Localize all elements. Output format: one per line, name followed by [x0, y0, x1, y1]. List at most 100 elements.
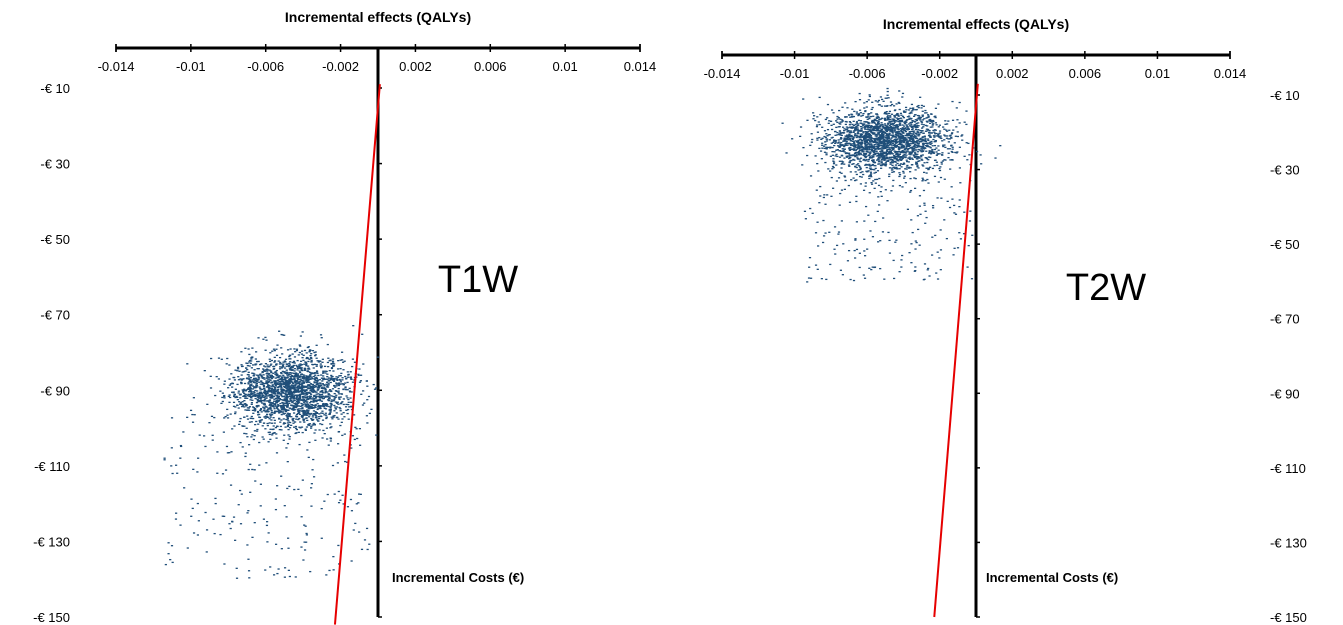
data-point — [890, 137, 893, 139]
data-point — [900, 133, 903, 136]
data-point — [292, 420, 295, 422]
data-point — [319, 334, 323, 336]
data-point — [266, 416, 269, 418]
data-point — [164, 563, 167, 566]
data-point — [258, 386, 261, 388]
data-point — [870, 148, 873, 150]
data-point — [295, 376, 298, 378]
data-point — [243, 370, 246, 373]
data-point — [270, 401, 273, 404]
data-point — [864, 121, 867, 123]
data-point — [254, 386, 257, 388]
data-point — [197, 457, 200, 459]
data-point — [269, 566, 272, 568]
data-point — [342, 369, 345, 371]
data-point — [814, 119, 817, 122]
panel-t1w: Incremental effects (QALYs)-0.014 -0.01 -0… — [33, 9, 656, 625]
data-point — [930, 142, 933, 144]
data-point — [253, 430, 256, 432]
data-point — [275, 433, 278, 435]
data-point — [287, 365, 291, 367]
data-point — [274, 397, 278, 400]
data-point — [296, 401, 300, 404]
data-point — [847, 249, 851, 252]
data-point — [268, 400, 271, 402]
data-point — [815, 189, 818, 191]
data-point — [297, 488, 300, 490]
data-point — [935, 135, 938, 137]
data-point — [278, 330, 281, 332]
data-point — [825, 278, 828, 281]
data-point — [913, 270, 916, 272]
data-point — [896, 156, 899, 158]
data-point — [296, 412, 300, 415]
data-point — [289, 358, 292, 360]
data-point — [852, 158, 855, 161]
data-point — [868, 163, 871, 165]
data-point — [254, 377, 257, 379]
data-point — [842, 126, 845, 128]
data-point — [315, 364, 318, 366]
data-point — [283, 395, 286, 398]
data-point — [307, 370, 310, 373]
data-point — [313, 432, 316, 434]
data-point — [831, 165, 835, 168]
data-point — [316, 387, 319, 389]
data-point — [900, 158, 904, 160]
data-point — [293, 375, 296, 378]
data-point — [867, 154, 870, 156]
data-point — [306, 396, 309, 398]
data-point — [933, 133, 937, 135]
data-point — [250, 380, 253, 383]
data-point — [276, 389, 279, 392]
data-point — [963, 121, 966, 123]
data-point — [249, 376, 253, 379]
data-point — [245, 404, 248, 406]
data-point — [840, 134, 843, 137]
data-point — [300, 390, 303, 393]
data-point — [919, 117, 923, 119]
data-point — [898, 153, 902, 156]
data-point — [317, 384, 321, 386]
data-point — [884, 127, 888, 129]
data-point — [888, 173, 891, 175]
data-point — [315, 417, 318, 419]
data-point — [240, 364, 243, 366]
data-point — [895, 131, 899, 133]
data-point — [308, 385, 311, 387]
data-point — [183, 487, 186, 489]
data-point — [816, 137, 819, 139]
data-point — [919, 96, 922, 98]
data-point — [346, 381, 349, 384]
data-point — [257, 360, 260, 363]
data-point — [895, 103, 898, 105]
threshold-line — [933, 83, 979, 618]
data-point — [286, 417, 289, 420]
data-point — [170, 447, 173, 449]
data-point — [874, 100, 877, 102]
data-point — [816, 131, 820, 133]
data-point — [259, 409, 262, 412]
data-point — [283, 371, 286, 373]
data-point — [919, 129, 922, 132]
data-point — [237, 392, 240, 394]
data-point — [341, 379, 344, 381]
data-point — [860, 153, 863, 156]
data-point — [277, 398, 280, 400]
data-point — [841, 120, 844, 122]
data-point — [304, 399, 307, 402]
data-point — [896, 118, 900, 121]
data-point — [338, 397, 341, 399]
data-point — [877, 184, 881, 187]
data-point — [287, 420, 290, 422]
data-point — [936, 278, 940, 280]
data-point — [816, 162, 819, 165]
data-point — [332, 399, 336, 401]
data-point — [901, 254, 904, 257]
data-point — [343, 454, 346, 456]
data-point — [345, 409, 348, 411]
data-point — [315, 393, 318, 395]
data-point — [891, 144, 894, 146]
data-point — [829, 155, 832, 157]
data-point — [246, 362, 249, 365]
